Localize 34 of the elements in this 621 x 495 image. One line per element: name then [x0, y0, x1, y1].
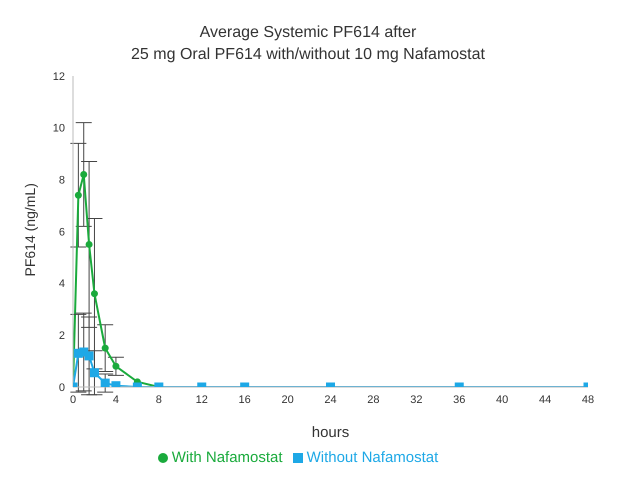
point	[80, 170, 88, 178]
point	[84, 351, 94, 360]
y-tick-label: 12	[52, 70, 65, 83]
x-tick-label: 8	[156, 394, 162, 406]
y-tick-label: 8	[58, 174, 65, 187]
x-tick-label: 36	[453, 394, 466, 406]
point	[112, 362, 120, 370]
x-tick-label: 4	[112, 394, 119, 406]
chart-title: Average Systemic PF614 after 25 mg Oral PF614 with/without 10 mg Nafamostat	[130, 23, 486, 65]
point	[90, 368, 99, 378]
x-axis-title: hours	[312, 424, 350, 441]
x-tick-label: 44	[538, 394, 552, 406]
legend-label: With Nafamostat	[172, 449, 283, 466]
x-tick-label: 48	[582, 394, 594, 406]
x-tick-label: 16	[238, 394, 251, 406]
y-tick-label: 0	[58, 382, 65, 394]
x-tick-label: 12	[196, 394, 208, 406]
point	[74, 192, 82, 199]
y-tick-label: 6	[58, 226, 65, 238]
x-tick-label: 24	[324, 394, 337, 406]
point	[90, 290, 98, 298]
legend-label: Without Nafamostat	[306, 449, 438, 466]
x-tick-label: 20	[281, 394, 294, 406]
x-tick-label: 32	[410, 394, 422, 406]
x-tick-label: 0	[70, 394, 76, 406]
x-tick-label: 40	[496, 394, 508, 406]
point	[86, 240, 93, 248]
point	[102, 344, 109, 352]
y-tick-label: 2	[58, 330, 65, 342]
point	[100, 378, 110, 387]
y-tick-label: 10	[52, 122, 65, 135]
y-tick-label: 4	[58, 278, 65, 290]
y-axis-title: PF614 (ng/mL)	[22, 183, 38, 276]
x-tick-label: 28	[367, 394, 380, 406]
